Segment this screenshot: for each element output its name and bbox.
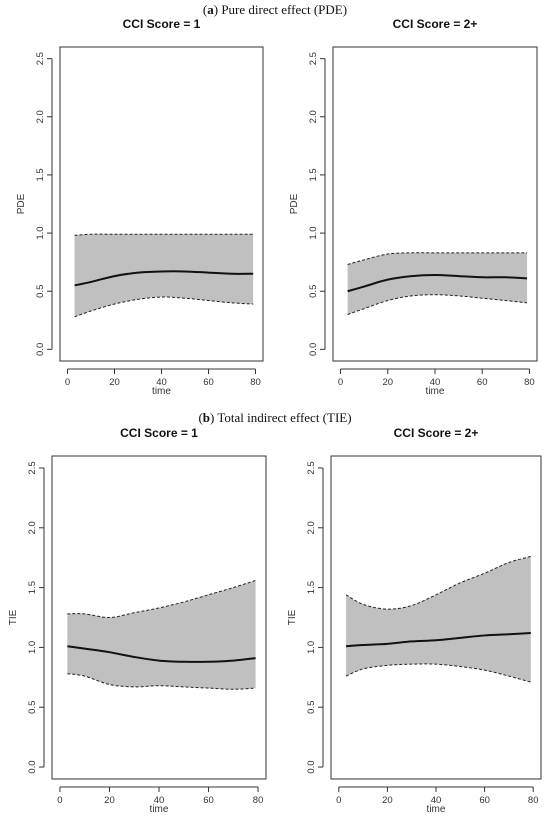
confidence-band bbox=[74, 234, 254, 317]
upper-bound-line bbox=[67, 579, 256, 619]
y-tick-label: 2.5 bbox=[27, 461, 38, 474]
y-axis-label: TIE bbox=[8, 609, 19, 625]
x-tick-label: 80 bbox=[250, 377, 261, 388]
y-tick-label: 2.5 bbox=[35, 52, 46, 65]
x-tick-label: 0 bbox=[57, 795, 62, 806]
lower-bound-line bbox=[347, 294, 528, 315]
y-tick-label: 1.0 bbox=[308, 226, 319, 239]
x-tick-label: 40 bbox=[431, 795, 442, 806]
section-heading-a: (a) Pure direct effect (PDE) bbox=[203, 2, 347, 17]
y-tick-label: 2.5 bbox=[308, 52, 319, 65]
x-tick-label: 0 bbox=[336, 795, 341, 806]
x-axis-label: time bbox=[152, 386, 171, 397]
y-tick-label: 0.5 bbox=[35, 285, 46, 298]
plot-frame bbox=[330, 455, 542, 780]
panel-title: CCI Score = 1 bbox=[120, 426, 198, 440]
y-tick-label: 0.0 bbox=[35, 343, 46, 356]
x-tick-label: 40 bbox=[154, 795, 165, 806]
plot-frame bbox=[332, 46, 538, 362]
y-axis-label: PDE bbox=[289, 193, 300, 214]
x-axis-label: time bbox=[150, 804, 169, 815]
y-tick-label: 0.0 bbox=[27, 760, 38, 773]
x-tick-label: 60 bbox=[203, 377, 214, 388]
estimate-line bbox=[347, 273, 528, 293]
confidence-band bbox=[346, 556, 531, 683]
plot-frame bbox=[51, 455, 267, 780]
x-tick-label: 80 bbox=[524, 377, 535, 388]
y-tick-label: 0.5 bbox=[308, 285, 319, 298]
y-tick-label: 2.0 bbox=[306, 521, 317, 534]
x-axis-label: time bbox=[427, 804, 446, 815]
x-tick-label: 40 bbox=[156, 377, 167, 388]
x-tick-label: 20 bbox=[109, 377, 120, 388]
x-tick-label: 20 bbox=[104, 795, 115, 806]
y-tick-label: 0.5 bbox=[27, 701, 38, 714]
lower-bound-line bbox=[67, 673, 256, 690]
y-tick-label: 1.0 bbox=[306, 641, 317, 654]
estimate-line bbox=[345, 632, 531, 648]
x-axis-label: time bbox=[426, 386, 445, 397]
upper-bound-line bbox=[347, 252, 528, 265]
y-tick-label: 2.0 bbox=[35, 110, 46, 123]
chart-panel-pde-cci-2plus: CCI Score = 2+ time PDE 0 20 40 60 80 0.0 0.5 1… bbox=[289, 17, 538, 397]
y-tick-label: 0.0 bbox=[306, 760, 317, 773]
x-tick-label: 80 bbox=[528, 795, 539, 806]
x-tick-label: 0 bbox=[65, 377, 70, 388]
y-axis-label: TIE bbox=[287, 609, 298, 625]
y-tick-label: 0.5 bbox=[306, 701, 317, 714]
y-tick-label: 2.0 bbox=[308, 110, 319, 123]
y-tick-label: 1.5 bbox=[27, 581, 38, 594]
x-tick-label: 60 bbox=[479, 795, 490, 806]
y-tick-label: 1.0 bbox=[35, 226, 46, 239]
panel-title: CCI Score = 1 bbox=[123, 17, 201, 31]
confidence-band bbox=[67, 580, 256, 690]
y-tick-label: 0.0 bbox=[308, 343, 319, 356]
y-axis-label: PDE bbox=[16, 193, 27, 214]
x-tick-label: 20 bbox=[382, 377, 393, 388]
upper-bound-line bbox=[74, 233, 254, 236]
y-tick-label: 1.0 bbox=[27, 641, 38, 654]
y-tick-label: 1.5 bbox=[308, 168, 319, 181]
y-tick-label: 2.5 bbox=[306, 461, 317, 474]
chart-panel-tie-cci-2plus: CCI Score = 2+ time TIE 0 20 40 60 80 0.0 0.5 1… bbox=[287, 426, 542, 815]
x-tick-label: 40 bbox=[430, 377, 441, 388]
chart-panel-pde-cci-1: CCI Score = 1 time PDE 0 20 40 60 80 0.0 0.5 1.… bbox=[16, 17, 264, 397]
x-tick-label: 20 bbox=[382, 795, 393, 806]
panel-title: CCI Score = 2+ bbox=[393, 17, 478, 31]
estimate-line bbox=[74, 270, 254, 287]
estimate-line bbox=[67, 645, 256, 663]
panel-title: CCI Score = 2+ bbox=[394, 426, 479, 440]
y-tick-label: 1.5 bbox=[35, 168, 46, 181]
y-tick-label: 2.0 bbox=[27, 521, 38, 534]
x-tick-label: 80 bbox=[253, 795, 264, 806]
y-tick-label: 1.5 bbox=[306, 581, 317, 594]
section-heading-b: (b) Total indirect effect (TIE) bbox=[198, 410, 351, 425]
chart-panel-tie-cci-1: CCI Score = 1 time TIE 0 20 40 60 80 0.0 0.5 1.… bbox=[8, 426, 267, 815]
x-tick-label: 0 bbox=[338, 377, 343, 388]
upper-bound-line bbox=[345, 556, 531, 610]
lower-bound-line bbox=[345, 663, 531, 683]
plot-frame bbox=[59, 46, 264, 362]
x-tick-label: 60 bbox=[203, 795, 214, 806]
x-tick-label: 60 bbox=[477, 377, 488, 388]
